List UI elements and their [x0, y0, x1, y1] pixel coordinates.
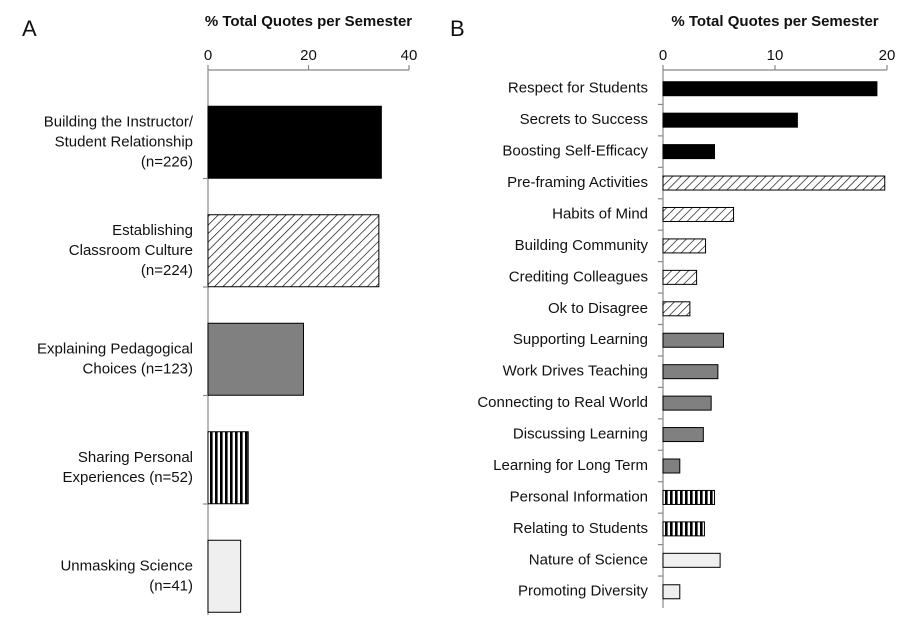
y-tick-label: Unmasking Science (n=41) — [60, 557, 193, 594]
y-tick-label-line: Student Relationship — [55, 133, 193, 150]
bar — [207, 214, 380, 288]
y-tick-label-line: Sharing Personal — [78, 449, 193, 466]
bar — [662, 489, 716, 505]
y-tick-label: Establishing Classroom Culture (n=224) — [69, 222, 193, 279]
y-tick-label: Secrets to Success — [520, 111, 648, 128]
bar — [207, 539, 242, 613]
bar — [207, 105, 382, 179]
axis-title: % Total Quotes per Semester — [671, 13, 878, 30]
x-tick-label: 0 — [659, 47, 667, 64]
x-tick-label: 0 — [204, 47, 212, 64]
y-tick-label-line: (n=226) — [141, 153, 193, 170]
bar — [662, 552, 721, 568]
panel-label: A — [22, 16, 37, 41]
x-tick-label: 10 — [767, 47, 784, 64]
y-tick-label: Crediting Colleagues — [509, 268, 648, 285]
y-tick-label: Supporting Learning — [513, 331, 648, 348]
bar — [662, 584, 681, 600]
y-tick-label-line: Building the Instructor/ — [44, 113, 194, 130]
bar — [662, 458, 681, 474]
bar — [662, 332, 724, 348]
y-tick-label: Work Drives Teaching — [503, 363, 648, 380]
y-tick-label: Habits of Mind — [552, 205, 648, 222]
bar — [662, 395, 712, 411]
y-tick-label: Respect for Students — [508, 80, 648, 97]
y-tick-label: Personal Information — [510, 488, 648, 505]
y-tick-label-line: (n=41) — [149, 577, 193, 594]
bar — [662, 427, 704, 443]
y-tick-label-line: Experiences (n=52) — [63, 469, 194, 486]
bar — [662, 269, 698, 285]
bar — [662, 81, 878, 97]
x-tick-label: 20 — [879, 47, 896, 64]
y-tick-label-line: Explaining Pedagogical — [37, 340, 193, 357]
bar — [662, 144, 716, 160]
panel-label: B — [450, 16, 465, 41]
bar — [662, 238, 707, 254]
y-tick-label-line: Unmasking Science — [60, 557, 193, 574]
y-tick-label: Building Community — [515, 237, 649, 254]
y-tick-label: Boosting Self-Efficacy — [502, 143, 648, 160]
y-tick-label: Learning for Long Term — [493, 457, 648, 474]
x-tick-label: 20 — [300, 47, 317, 64]
y-tick-label: Connecting to Real World — [477, 394, 648, 411]
y-tick-label: Ok to Disagree — [548, 300, 648, 317]
bar — [662, 301, 691, 317]
y-tick-label: Nature of Science — [529, 551, 648, 568]
y-tick-label: Building the Instructor/Student Relation… — [44, 113, 194, 170]
y-tick-label: Explaining Pedagogical Choices (n=123) — [37, 340, 193, 377]
bar — [662, 112, 798, 128]
y-tick-label: Relating to Students — [513, 520, 648, 537]
y-tick-label-line: (n=224) — [141, 262, 193, 279]
y-tick-label-line: Classroom Culture — [69, 242, 193, 259]
y-tick-label: Pre-framing Activities — [507, 174, 648, 191]
y-tick-label-line: Establishing — [112, 222, 193, 239]
bar — [662, 175, 886, 191]
axis-title: % Total Quotes per Semester — [205, 13, 412, 30]
y-tick-label: Sharing Personal Experiences (n=52) — [63, 449, 194, 486]
bar — [662, 206, 735, 222]
bar — [207, 322, 304, 396]
bar — [662, 364, 719, 380]
bar — [207, 431, 249, 505]
y-tick-label: Discussing Learning — [513, 426, 648, 443]
y-tick-label-line: Choices (n=123) — [83, 360, 193, 377]
bar — [662, 521, 705, 537]
x-tick-label: 40 — [401, 47, 418, 64]
y-tick-label: Promoting Diversity — [518, 583, 649, 600]
